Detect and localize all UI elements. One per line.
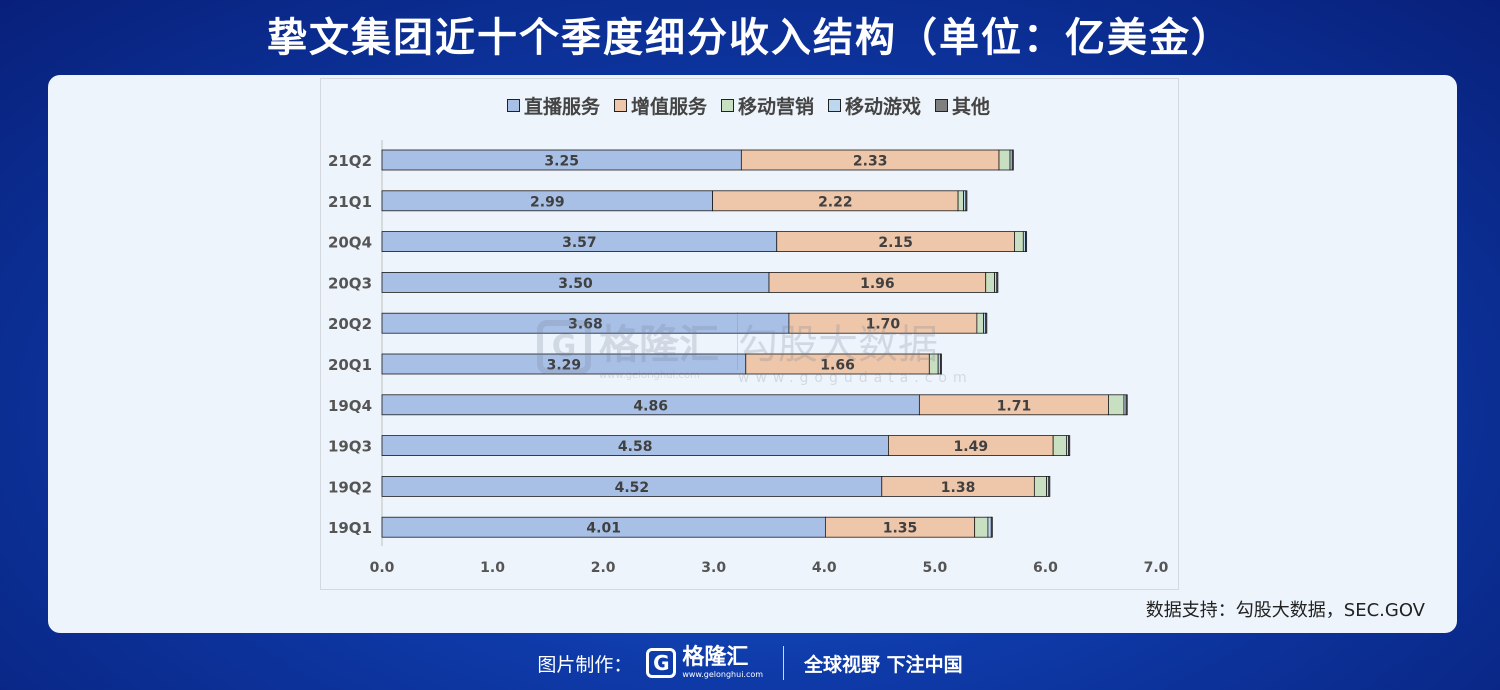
bar-segment xyxy=(1033,475,1047,497)
legend-label: 移动游戏 xyxy=(845,95,922,118)
x-tick-label: 3.0 xyxy=(701,560,726,576)
bar-segment xyxy=(1108,394,1125,416)
footer-slogan: 全球视野 下注中国 xyxy=(804,653,963,676)
gelonghui-logo-icon: G xyxy=(646,648,677,678)
data-label: 3.29 xyxy=(547,358,582,374)
bar-segment xyxy=(987,516,992,538)
data-label: 1.49 xyxy=(954,439,989,455)
bar-segment xyxy=(974,516,989,538)
bar-segment xyxy=(1025,231,1028,253)
data-label: 4.86 xyxy=(633,398,668,414)
bar-segment xyxy=(957,190,965,212)
legend-item: 移动营销 xyxy=(720,92,814,119)
x-tick-label: 4.0 xyxy=(812,560,837,576)
bar-segment xyxy=(985,312,988,334)
legend-label: 增值服务 xyxy=(630,95,707,118)
bar-segment xyxy=(965,190,968,212)
data-label: 1.35 xyxy=(883,521,918,537)
x-tick-label: 7.0 xyxy=(1144,560,1169,576)
bar-segment xyxy=(990,516,993,538)
y-tick-label: 21Q2 xyxy=(328,152,372,170)
y-tick-label: 20Q4 xyxy=(328,234,372,252)
y-tick-label: 19Q2 xyxy=(328,478,372,496)
y-tick-label: 20Q3 xyxy=(328,274,372,292)
legend-swatch-icon xyxy=(613,98,627,112)
bar-segment xyxy=(976,312,984,334)
data-label: 2.15 xyxy=(878,235,913,251)
bar-segment xyxy=(939,353,942,375)
data-label: 1.38 xyxy=(941,480,976,496)
data-label: 4.58 xyxy=(618,439,653,455)
data-label: 4.01 xyxy=(586,521,621,537)
bar-segment xyxy=(1052,435,1067,457)
x-tick-label: 1.0 xyxy=(480,560,505,576)
legend-swatch-icon xyxy=(720,98,734,112)
footer: 图片制作： G 格隆汇 www.gelonghui.com 全球视野 下注中国 xyxy=(0,640,1500,686)
bar-segment xyxy=(1068,435,1071,457)
data-label: 3.68 xyxy=(568,317,603,333)
footer-divider xyxy=(783,646,785,680)
x-tick-label: 6.0 xyxy=(1033,560,1058,576)
footer-label: 图片制作： xyxy=(537,653,633,676)
legend-item: 其他 xyxy=(935,92,990,119)
bar-segment xyxy=(998,149,1011,171)
x-tick-label: 5.0 xyxy=(922,560,947,576)
y-tick-label: 19Q1 xyxy=(328,519,372,537)
legend-item: 直播服务 xyxy=(506,92,600,119)
footer-logo: G 格隆汇 www.gelonghui.com xyxy=(646,647,763,679)
y-tick-label: 21Q1 xyxy=(328,193,372,211)
bar-segment xyxy=(996,271,999,293)
legend: 直播服务 增值服务 移动营销 移动游戏 其他 xyxy=(320,88,1177,122)
legend-swatch-icon xyxy=(935,98,949,112)
y-tick-label: 19Q4 xyxy=(328,397,372,415)
y-tick-label: 20Q1 xyxy=(328,356,372,374)
legend-item: 增值服务 xyxy=(613,92,707,119)
legend-item: 移动游戏 xyxy=(828,92,921,119)
legend-swatch-icon xyxy=(506,98,520,112)
legend-label: 直播服务 xyxy=(523,95,600,118)
bar-segment xyxy=(1014,231,1024,253)
x-tick-label: 2.0 xyxy=(591,560,616,576)
y-tick-label: 20Q2 xyxy=(328,315,372,333)
bar-segment xyxy=(985,271,995,293)
watermark-divider xyxy=(737,312,738,370)
data-label: 3.50 xyxy=(558,276,593,292)
x-tick-label: 0.0 xyxy=(370,560,395,576)
bar-segment xyxy=(1125,394,1128,416)
footer-logo-url: www.gelonghui.com xyxy=(682,670,764,679)
legend-swatch-icon xyxy=(828,98,841,112)
bar-segment xyxy=(1011,149,1014,171)
data-label: 1.96 xyxy=(860,276,895,292)
data-label: 1.70 xyxy=(866,317,901,333)
source-note: 数据支持：勾股大数据，SEC.GOV xyxy=(1145,600,1425,621)
data-label: 2.22 xyxy=(818,194,853,210)
y-tick-label: 19Q3 xyxy=(328,438,372,456)
bar-segment xyxy=(1048,475,1051,497)
chart-title: 挚文集团近十个季度细分收入结构（单位：亿美金） xyxy=(267,15,1233,61)
data-label: 3.25 xyxy=(544,154,579,170)
data-label: 1.71 xyxy=(997,398,1032,414)
bar-segment xyxy=(928,353,939,375)
legend-label: 其他 xyxy=(952,95,991,118)
legend-label: 移动营销 xyxy=(737,95,814,118)
data-label: 2.33 xyxy=(853,154,888,170)
data-label: 1.66 xyxy=(820,358,855,374)
footer-logo-name: 格隆汇 xyxy=(682,645,749,670)
data-label: 4.52 xyxy=(615,480,650,496)
data-label: 2.99 xyxy=(530,194,565,210)
data-label: 3.57 xyxy=(562,235,597,251)
